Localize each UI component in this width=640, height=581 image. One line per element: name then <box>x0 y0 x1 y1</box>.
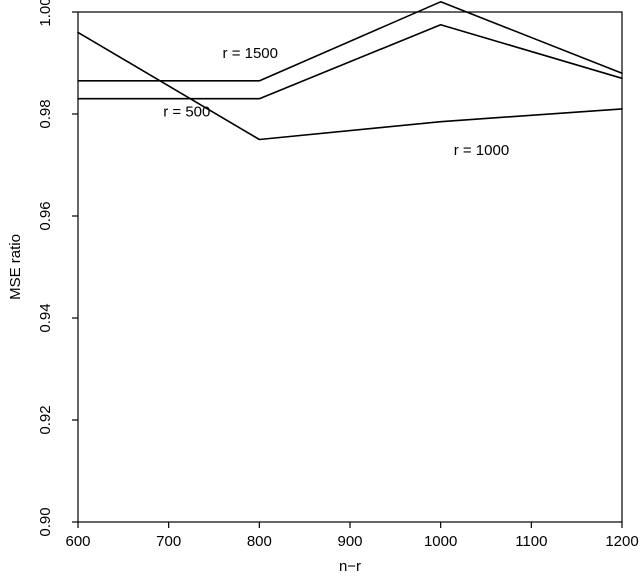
x-axis-label: n−r <box>339 558 361 575</box>
x-tick-label: 1000 <box>424 533 457 550</box>
y-axis-label: MSE ratio <box>7 234 24 300</box>
series-r1500 <box>78 2 622 81</box>
y-tick-label: 0.94 <box>37 303 54 332</box>
annotation-r1000: r = 1000 <box>454 142 509 159</box>
x-tick-label: 1100 <box>515 533 547 550</box>
y-tick-label: 0.98 <box>37 99 54 128</box>
annotation-r1500: r = 1500 <box>223 45 278 62</box>
y-tick-label: 0.92 <box>37 405 54 434</box>
x-tick-label: 900 <box>337 533 362 550</box>
chart-svg: 600 700 800 900 1000 1100 1200 0.90 0.92 0.94 0.96… <box>0 0 640 581</box>
mse-ratio-chart: 600 700 800 900 1000 1100 1200 0.90 0.92 0.94 0.96… <box>0 0 640 581</box>
plot-border <box>78 12 622 522</box>
series-r500 <box>78 25 622 99</box>
x-tick-label: 700 <box>156 533 181 550</box>
x-tick-label: 800 <box>247 533 272 550</box>
series-r1000 <box>78 32 622 139</box>
x-tick-label: 600 <box>65 533 90 550</box>
y-tick-label: 1.00 <box>37 0 54 27</box>
y-tick-label: 0.90 <box>37 507 54 536</box>
x-tick-label: 1200 <box>605 533 638 550</box>
annotation-r500: r = 500 <box>163 104 210 121</box>
y-tick-label: 0.96 <box>37 201 54 230</box>
